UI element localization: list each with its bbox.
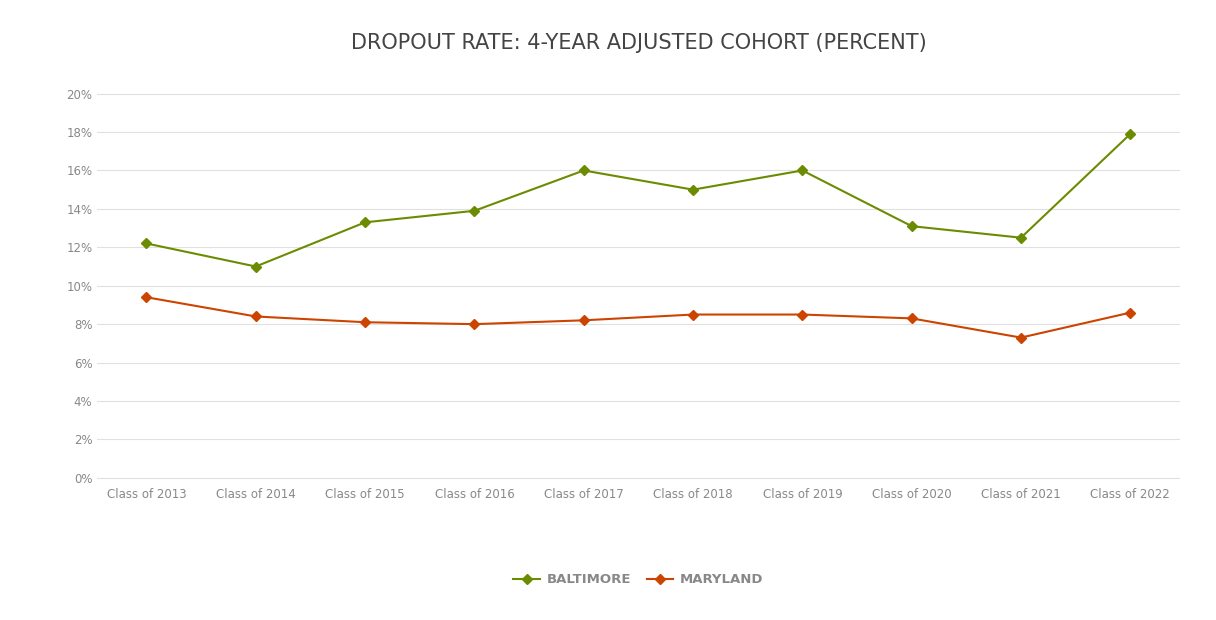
Legend: BALTIMORE, MARYLAND: BALTIMORE, MARYLAND xyxy=(508,568,769,591)
Title: DROPOUT RATE: 4-YEAR ADJUSTED COHORT (PERCENT): DROPOUT RATE: 4-YEAR ADJUSTED COHORT (PE… xyxy=(350,33,927,53)
